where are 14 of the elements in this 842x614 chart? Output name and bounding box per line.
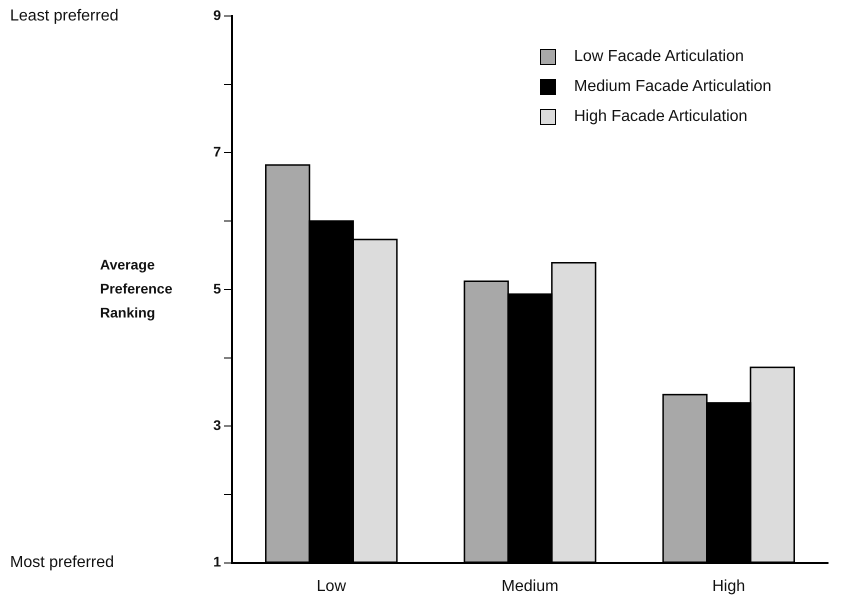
legend-label: High Facade Articulation — [573, 107, 748, 127]
legend-label: Low Facade Articulation — [573, 47, 745, 67]
x-tick-label: Low — [316, 578, 346, 595]
x-tick-label: High — [712, 578, 746, 595]
y-tick-label: 3 — [213, 416, 222, 433]
y-tick-label: 7 — [213, 144, 222, 160]
y-tick-label: 5 — [213, 280, 222, 296]
legend-label: Medium Facade Articulation — [573, 77, 772, 97]
text: Most preferred — [10, 554, 114, 572]
y-axis-title: Average Preference Ranking — [100, 256, 173, 320]
y-tick-label: 1 — [213, 554, 222, 570]
x-tick-label: Medium — [502, 578, 558, 595]
text: Least preferred — [10, 7, 119, 24]
y-tick-label: 9 — [213, 6, 222, 23]
